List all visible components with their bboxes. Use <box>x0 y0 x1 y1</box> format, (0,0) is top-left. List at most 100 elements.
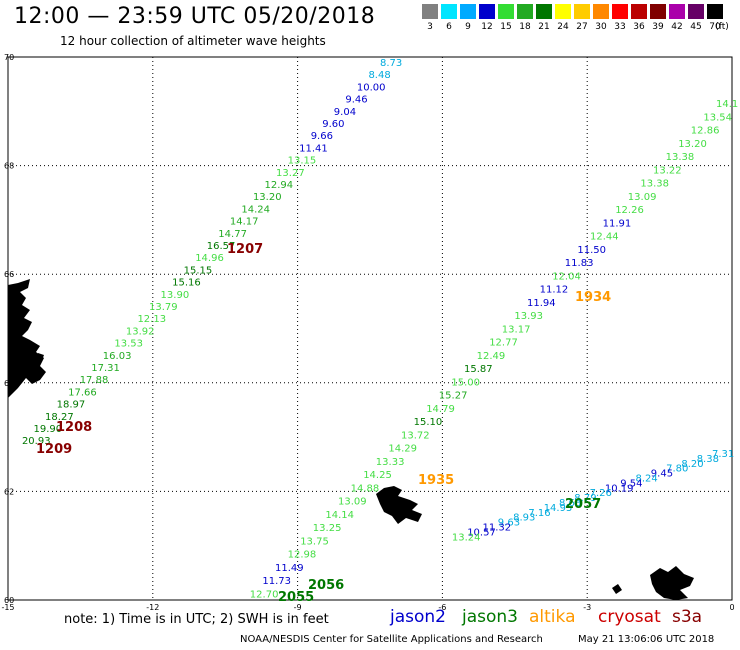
wave-height-label: 11.73 <box>262 576 291 587</box>
legend-label: 39 <box>652 22 664 32</box>
wave-height-label: 7.26 <box>590 488 612 499</box>
wave-height-label: 15.16 <box>172 278 201 289</box>
page-subtitle: 12 hour collection of altimeter wave hei… <box>60 34 326 48</box>
wave-height-label: 13.20 <box>678 139 707 150</box>
wave-height-label: 13.38 <box>640 179 669 190</box>
pass-time-label: 1934 <box>575 290 611 305</box>
wave-height-label: 13.17 <box>502 324 531 335</box>
wave-height-label: 13.53 <box>114 339 143 350</box>
wave-height-label: 16.03 <box>103 351 132 362</box>
legend-label: 3 <box>427 22 433 32</box>
legend-unit: (ft) <box>715 22 729 32</box>
wave-height-label: 13.92 <box>126 326 155 337</box>
axis-ticks: -15 -12 -9 -6 -3 0 70 68 66 64 62 60 <box>1 53 734 612</box>
legend-label: 12 <box>481 22 493 32</box>
wave-height-label: 18.97 <box>57 400 86 411</box>
footer-note: note: 1) Time is in UTC; 2) SWH is in fe… <box>64 612 329 627</box>
wave-height-label: 15.87 <box>464 364 493 375</box>
legend-swatch <box>479 4 495 19</box>
wave-height-label: 12.13 <box>137 314 166 325</box>
wave-height-label: 8.24 <box>636 474 658 485</box>
wave-height-label: 8.93 <box>513 513 535 524</box>
legend-swatch <box>536 4 552 19</box>
wave-height-label: 17.31 <box>91 363 120 374</box>
wave-height-label: 14.17 <box>230 217 259 228</box>
legend-swatch <box>631 4 647 19</box>
wave-height-label: 13.20 <box>253 192 282 203</box>
wave-height-label: 13.90 <box>161 290 190 301</box>
lon-tick-label: -3 <box>583 603 591 612</box>
wave-height-label: 13.25 <box>313 523 342 534</box>
track-southeast: 7.318.388.207.809.458.249.5410.197.268.7… <box>452 449 734 543</box>
wave-height-label: 15.15 <box>184 265 213 276</box>
wave-height-label: 13.38 <box>666 152 695 163</box>
generated-timestamp: May 21 13:06:06 UTC 2018 <box>578 634 715 645</box>
wave-height-label: 12.98 <box>288 550 317 561</box>
wave-height-label: 12.49 <box>477 351 506 362</box>
pass-time-label: 2056 <box>308 578 344 593</box>
wave-height-label: 12.04 <box>552 271 581 282</box>
wave-height-label: 13.79 <box>149 302 178 313</box>
wave-height-label: 14.95 <box>544 503 573 514</box>
wave-height-label: 9.04 <box>334 107 356 118</box>
land-shetland <box>650 566 694 600</box>
wave-height-label: 11.94 <box>527 298 556 309</box>
wave-height-label: 13.15 <box>288 156 317 167</box>
legend-swatch <box>498 4 514 19</box>
legend-swatch <box>422 4 438 19</box>
wave-height-label: 8.73 <box>380 58 402 69</box>
wave-height-label: 18.27 <box>45 412 74 423</box>
wave-height-label: 11.12 <box>540 285 569 296</box>
wave-height-label: 12.70 <box>250 589 279 600</box>
wave-height-label: 13.27 <box>276 168 305 179</box>
legend-swatch <box>707 4 723 19</box>
lat-lon-grid <box>8 57 732 600</box>
satellite-name: jason3 <box>462 607 518 627</box>
wave-height-label: 8.79 <box>574 493 596 504</box>
wave-height-label: 13.72 <box>401 430 430 441</box>
wave-height-label: 14.77 <box>218 229 247 240</box>
legend-label: 21 <box>538 22 550 32</box>
legend-swatch <box>555 4 571 19</box>
wave-height-label: 17.66 <box>68 387 97 398</box>
lat-tick-label: 70 <box>4 53 14 62</box>
wave-height-label: 7.16 <box>528 508 550 519</box>
map-frame <box>7 56 733 601</box>
wave-height-label: 14.96 <box>195 253 224 264</box>
page-title: 12:00 — 23:59 UTC 05/20/2018 <box>14 4 376 29</box>
wave-height-label: 13.75 <box>300 536 329 547</box>
map-border <box>7 56 733 601</box>
pass-time-label: 2057 <box>565 497 601 512</box>
wave-height-label: 13.22 <box>653 165 682 176</box>
legend-label: 33 <box>614 22 626 32</box>
wave-height-label: 8.20 <box>681 459 703 470</box>
legend-label: 30 <box>595 22 607 32</box>
wave-height-label: 7.80 <box>666 464 688 475</box>
satellite-name: cryosat <box>598 607 661 627</box>
wave-height-label: 9.54 <box>620 478 642 489</box>
pass-time-label: 1209 <box>36 442 72 457</box>
wave-height-label: 17.88 <box>80 375 109 386</box>
wave-height-label: 13.24 <box>452 532 481 543</box>
wave-height-label: 14.1 <box>716 99 738 110</box>
land-masses <box>8 279 694 600</box>
wave-height-label: 12.77 <box>489 338 518 349</box>
legend-label: 36 <box>633 22 645 32</box>
pass-time-label: 2055 <box>278 590 314 605</box>
wave-height-label: 15.00 <box>451 377 480 388</box>
wave-height-label: 10.57 <box>467 527 496 538</box>
legend-label: 27 <box>576 22 588 32</box>
land-island <box>37 353 44 360</box>
wave-height-label: 13.09 <box>338 497 367 508</box>
legend-label: 15 <box>500 22 512 32</box>
wave-height-label: 14.79 <box>426 404 455 415</box>
lat-tick-label: 60 <box>4 596 14 605</box>
legend-label: 45 <box>690 22 702 32</box>
wave-height-label: 14.29 <box>388 444 417 455</box>
wave-height-label: 10.00 <box>357 82 386 93</box>
pass-time-label: 1207 <box>227 242 263 257</box>
wave-height-label: 8.38 <box>697 454 719 465</box>
legend-swatch <box>688 4 704 19</box>
